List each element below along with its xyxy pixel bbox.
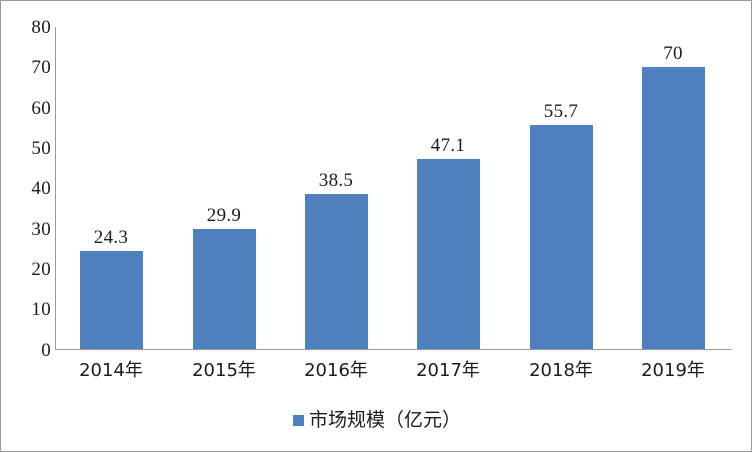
value-axis-tick-labels: 80 70 60 50 40 30 20 10 0 (1, 1, 51, 453)
category-label-2014: 2014年 (79, 360, 143, 381)
value-axis-tick-0: 0 (41, 340, 51, 361)
bar-2018[interactable] (530, 124, 593, 349)
data-label-2016: 38.5 (318, 170, 354, 191)
bar-2016[interactable] (305, 194, 368, 349)
bar-2015[interactable] (193, 228, 256, 349)
bar-2014[interactable] (80, 251, 143, 349)
value-axis-line (55, 27, 56, 350)
data-label-2014: 24.3 (93, 227, 129, 249)
category-label-2018: 2018年 (529, 360, 593, 381)
category-label-2019: 2019年 (641, 360, 705, 381)
data-label-2017: 47.1 (430, 135, 466, 157)
value-axis-tick-70: 70 (31, 57, 51, 78)
legend-swatch-icon (292, 414, 304, 426)
value-axis-tick-50: 50 (31, 138, 51, 159)
value-axis-tick-30: 30 (31, 219, 51, 240)
category-label-2016: 2016年 (304, 360, 368, 381)
category-label-2017: 2017年 (416, 360, 480, 381)
category-axis-line (55, 349, 732, 350)
data-label-2019: 70 (663, 43, 683, 65)
plot-area: 24.3 29.9 38.5 47.1 55.7 70 (55, 27, 731, 349)
legend-entry-label[interactable]: 市场规模（亿元） (308, 409, 461, 431)
value-axis-tick-40: 40 (31, 178, 51, 199)
value-axis-tick-80: 80 (31, 17, 51, 38)
bar-2017[interactable] (417, 159, 480, 349)
bar-2019[interactable] (642, 67, 705, 349)
value-axis-tick-60: 60 (31, 98, 51, 119)
chart-legend: 市场规模（亿元） (1, 405, 752, 435)
value-axis-tick-10: 10 (31, 299, 51, 320)
value-axis-tick-20: 20 (31, 259, 51, 280)
data-label-2018: 55.7 (543, 100, 579, 122)
data-label-2015: 29.9 (206, 204, 242, 226)
category-label-2015: 2015年 (192, 360, 256, 381)
category-axis-tick-labels: 2014年 2015年 2016年 2017年 2018年 2019年 (55, 359, 731, 389)
